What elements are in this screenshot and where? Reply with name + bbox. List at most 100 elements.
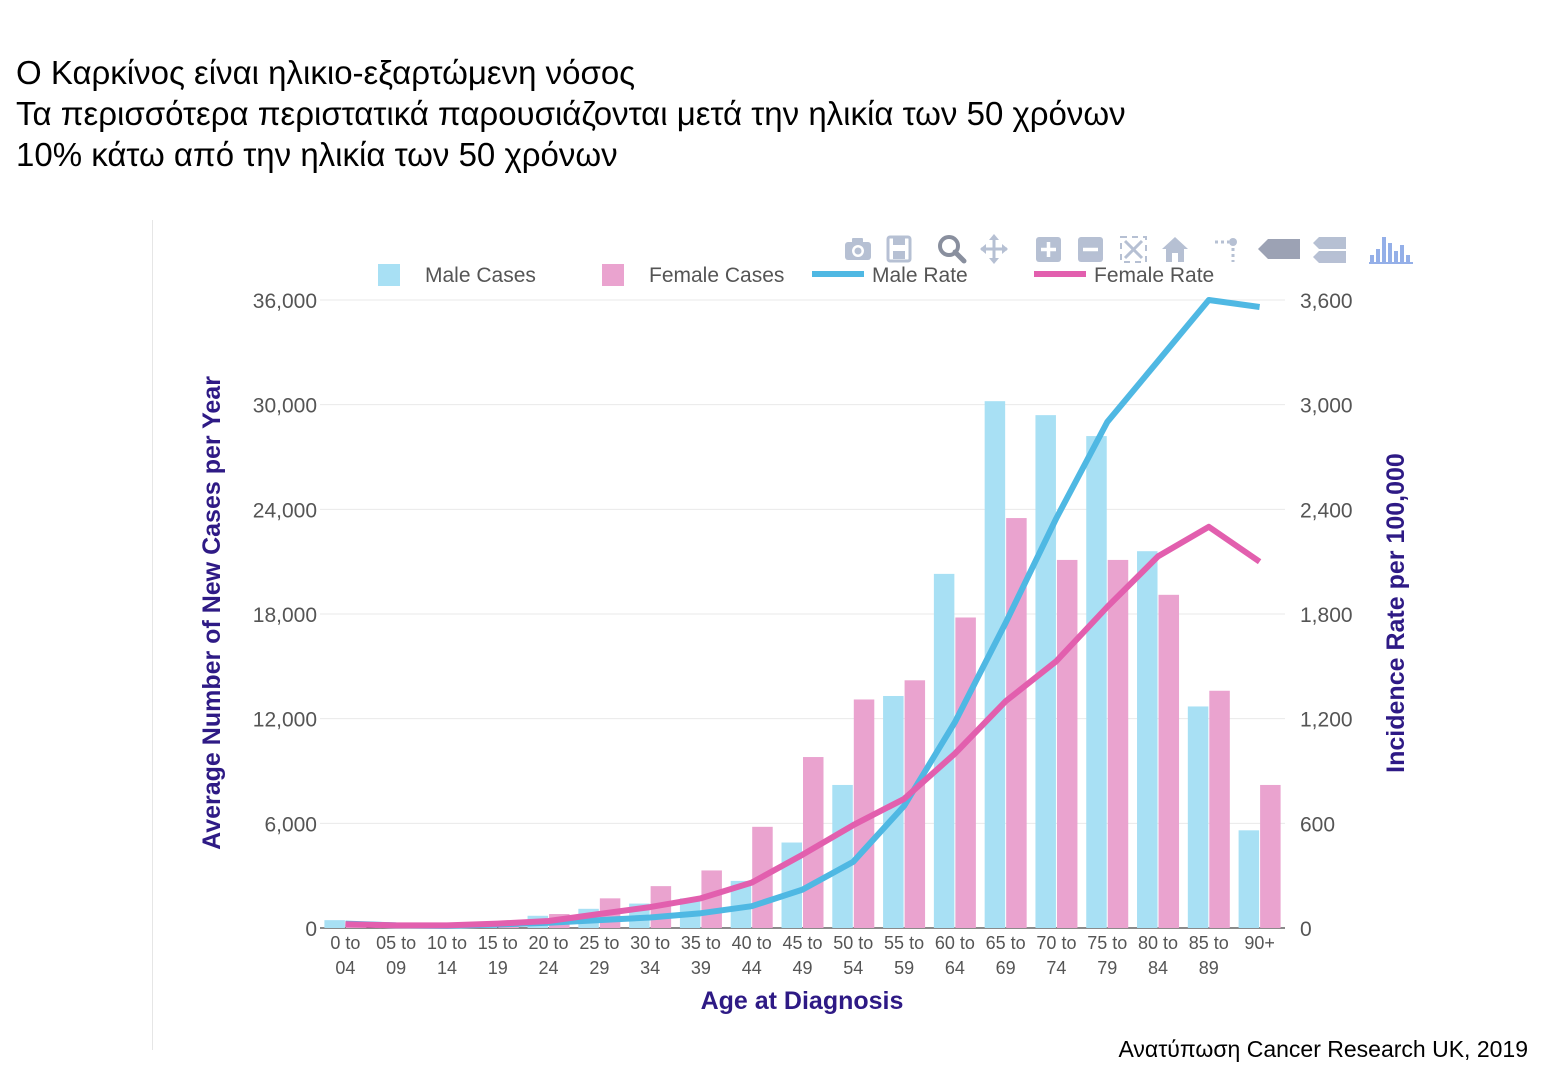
slide-heading: Ο Καρκίνος είναι ηλικιο-εξαρτώμενη νόσος… bbox=[16, 52, 1126, 175]
hover-compare-icon[interactable] bbox=[1313, 237, 1346, 263]
x-tick-label: 40 to bbox=[732, 933, 772, 953]
bar-series[interactable] bbox=[324, 401, 1281, 929]
plotly-bar bbox=[1370, 255, 1374, 263]
x-tick-label: 04 bbox=[335, 958, 355, 978]
pan-icon[interactable] bbox=[980, 234, 1008, 264]
autoscale-icon[interactable] bbox=[1120, 236, 1147, 263]
x-tick-label: 25 to bbox=[579, 933, 619, 953]
x-tick-label: 79 bbox=[1097, 958, 1117, 978]
x-tick-label: 80 to bbox=[1138, 933, 1178, 953]
plot-modebar[interactable] bbox=[845, 234, 1413, 264]
x-tick-label: 75 to bbox=[1087, 933, 1127, 953]
y-axis-title: Average Number of New Cases per Year bbox=[198, 376, 226, 850]
x-tick-label: 89 bbox=[1199, 958, 1219, 978]
pan-left bbox=[980, 244, 986, 254]
female-cases-bar[interactable] bbox=[1260, 784, 1281, 928]
plotly-bar bbox=[1388, 243, 1392, 263]
spike-lines-icon[interactable] bbox=[1215, 238, 1237, 262]
legend-female-rate[interactable]: Female Rate bbox=[1034, 264, 1214, 287]
y2-tick-label: 1,200 bbox=[1300, 709, 1353, 732]
x-tick-label: 19 bbox=[488, 958, 508, 978]
male-cases-bar[interactable] bbox=[1187, 706, 1209, 928]
legend[interactable]: Male Cases Female Cases Male Rate Female Ra… bbox=[378, 264, 1214, 287]
legend-label: Male Rate bbox=[872, 264, 968, 287]
spike-dot bbox=[1229, 238, 1237, 246]
legend-male-cases[interactable]: Male Cases bbox=[378, 264, 536, 287]
legend-swatch-female-cases bbox=[602, 264, 624, 286]
x-tick-label: 59 bbox=[894, 958, 914, 978]
x-tick-label: 30 to bbox=[630, 933, 670, 953]
save-shutter bbox=[893, 237, 905, 245]
male-cases-bar[interactable] bbox=[984, 401, 1006, 929]
legend-label: Male Cases bbox=[425, 264, 536, 287]
female-cases-bar[interactable] bbox=[1158, 594, 1180, 928]
x-tick-label: 0 to bbox=[330, 933, 360, 953]
heading-line-3: 10% κάτω από την ηλικία των 50 χρόνων bbox=[16, 136, 618, 173]
x-tick-label: 34 bbox=[640, 958, 660, 978]
plotly-bar bbox=[1382, 237, 1386, 263]
male-cases-bar[interactable] bbox=[730, 880, 752, 928]
x-axis-title: Age at Diagnosis bbox=[701, 987, 904, 1015]
y2-tick-label: 0 bbox=[1300, 918, 1312, 941]
male-cases-bar[interactable] bbox=[324, 920, 345, 928]
pan-up bbox=[989, 234, 999, 240]
female-cases-bar[interactable] bbox=[1209, 690, 1230, 928]
home-shape bbox=[1162, 237, 1188, 262]
hover-closest-icon[interactable] bbox=[1258, 239, 1300, 259]
female-rate-line[interactable] bbox=[345, 523, 1262, 929]
zoom-icon[interactable] bbox=[938, 235, 967, 264]
male-cases-bar[interactable] bbox=[883, 695, 904, 928]
female-cases-bar[interactable] bbox=[955, 617, 976, 928]
camera-icon[interactable] bbox=[845, 238, 871, 260]
plotly-bar bbox=[1376, 249, 1380, 263]
female-cases-bar[interactable] bbox=[1006, 518, 1027, 928]
y-tick-label: 36,000 bbox=[253, 290, 317, 313]
y-tick-label: 30,000 bbox=[253, 395, 317, 418]
x-tick-label: 85 to bbox=[1189, 933, 1229, 953]
y2-tick-label: 1,800 bbox=[1300, 604, 1353, 627]
axes: 0 0 6,000 600 12,000 1,200 18,000 1,800 24,000 2,… bbox=[198, 290, 1410, 1015]
zoom-lens bbox=[938, 235, 960, 257]
female-cases-bar[interactable] bbox=[853, 699, 875, 928]
x-tick-label: 14 bbox=[437, 958, 457, 978]
x-tick-label: 49 bbox=[792, 958, 812, 978]
male-cases-bar[interactable] bbox=[1137, 551, 1158, 928]
x-tick-label: 65 to bbox=[986, 933, 1026, 953]
line-series[interactable] bbox=[345, 297, 1262, 929]
x-tick-label: 54 bbox=[843, 958, 863, 978]
male-cases-bar[interactable] bbox=[1086, 436, 1107, 928]
x-tick-label: 24 bbox=[539, 958, 559, 978]
hover-closest-tag bbox=[1258, 239, 1300, 259]
legend-male-rate[interactable]: Male Rate bbox=[812, 264, 968, 287]
female-cases-bar[interactable] bbox=[1056, 559, 1078, 928]
male-cases-bar[interactable] bbox=[1238, 830, 1260, 928]
y-tick-label: 0 bbox=[305, 918, 317, 941]
plotly-logo-icon[interactable] bbox=[1369, 237, 1413, 264]
plotly-bar bbox=[1394, 251, 1398, 263]
x-tick-label: 15 to bbox=[478, 933, 518, 953]
female-cases-bar[interactable] bbox=[904, 680, 926, 928]
y2-axis-title: Incidence Rate per 100,000 bbox=[1382, 453, 1410, 773]
x-tick-label: 45 to bbox=[782, 933, 822, 953]
male-cases-bar[interactable] bbox=[933, 573, 955, 928]
zoom-in-icon[interactable] bbox=[1036, 237, 1061, 262]
plotly-bar bbox=[1406, 255, 1410, 263]
x-tick-label: 05 to bbox=[376, 933, 416, 953]
zoom-out-icon[interactable] bbox=[1078, 237, 1103, 262]
legend-female-cases[interactable]: Female Cases bbox=[602, 264, 784, 287]
male-cases-bar[interactable] bbox=[832, 784, 853, 928]
camera-top bbox=[852, 238, 863, 244]
x-tick-label: 64 bbox=[945, 958, 965, 978]
x-tick-label: 20 to bbox=[529, 933, 569, 953]
legend-label: Female Rate bbox=[1094, 264, 1214, 287]
home-door bbox=[1172, 253, 1178, 262]
reset-axes-icon[interactable] bbox=[1162, 237, 1188, 262]
x-tick-label: 55 to bbox=[884, 933, 924, 953]
y-tick-label: 6,000 bbox=[264, 813, 317, 836]
autoscale-diag2 bbox=[1123, 239, 1144, 260]
x-tick-label: 90+ bbox=[1244, 933, 1275, 953]
save-icon[interactable] bbox=[886, 235, 912, 263]
y2-tick-label: 3,600 bbox=[1300, 290, 1353, 313]
female-cases-bar[interactable] bbox=[1107, 559, 1129, 928]
